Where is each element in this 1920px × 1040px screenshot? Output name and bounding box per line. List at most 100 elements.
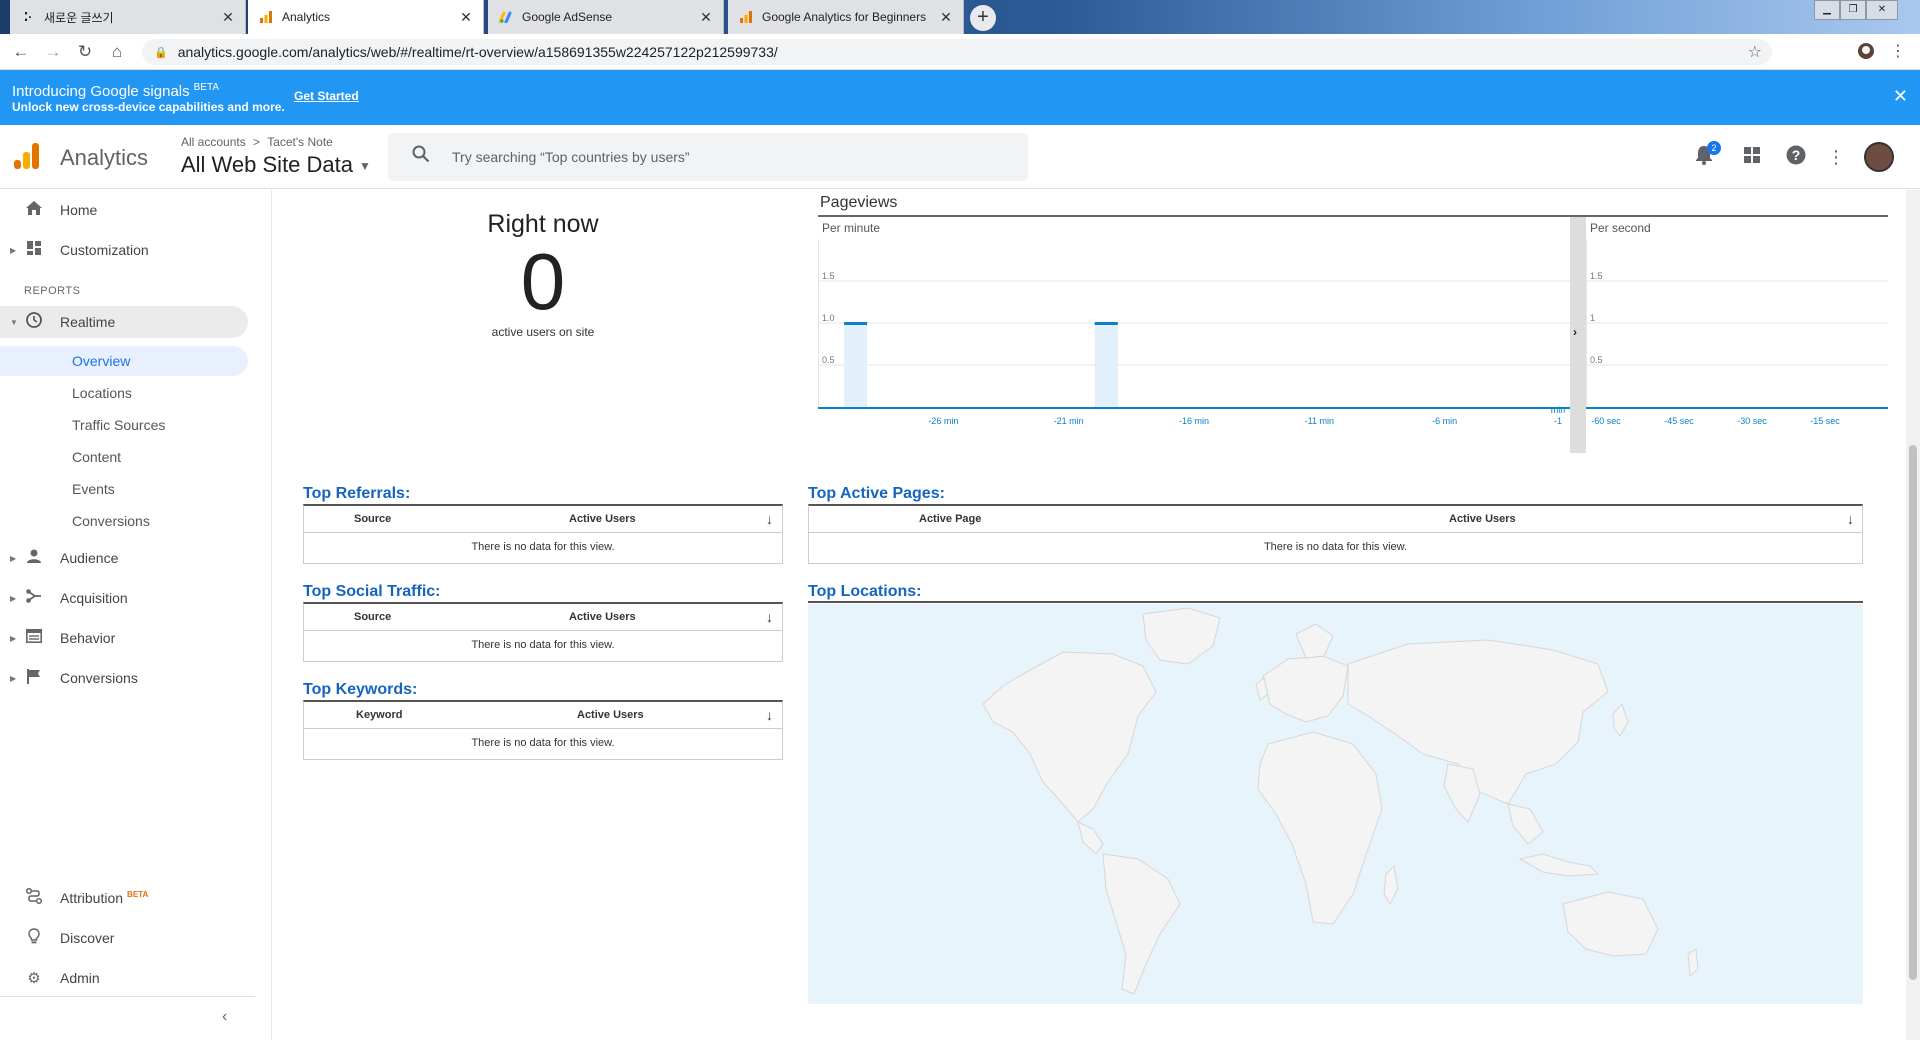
browser-tab[interactable]: Google Analytics for Beginners ✕	[728, 0, 964, 34]
apps-grid-icon[interactable]	[1740, 145, 1764, 169]
close-tab-icon[interactable]: ✕	[700, 8, 712, 25]
more-options-icon[interactable]: ⋮	[1827, 147, 1845, 167]
sidebar-item-admin[interactable]: ⚙ Admin	[0, 962, 248, 994]
sidebar-item-label: Admin	[60, 970, 100, 986]
bookmark-star-icon[interactable]: ☆	[1747, 44, 1762, 61]
collapse-arrow-icon: ▼	[10, 317, 18, 327]
user-avatar[interactable]	[1864, 142, 1894, 172]
sidebar-item-audience[interactable]: ▶ Audience	[0, 542, 248, 574]
close-tab-icon[interactable]: ✕	[940, 8, 952, 25]
sidebar: Home ▶ Customization REPORTS ▼ Realtime …	[0, 190, 272, 1040]
sidebar-subitem-events[interactable]: Events	[0, 474, 248, 504]
col-source[interactable]: Source	[354, 513, 392, 525]
notification-count-badge: 2	[1707, 141, 1721, 155]
reload-icon[interactable]: ↻	[77, 42, 93, 61]
sidebar-item-home[interactable]: Home	[0, 194, 248, 226]
sidebar-item-label: Realtime	[60, 314, 116, 330]
adsense-icon	[498, 9, 514, 25]
x-tick-label: min	[1551, 405, 1566, 415]
profile-avatar-icon[interactable]	[1856, 42, 1876, 62]
pageview-bar-cap	[1094, 322, 1118, 325]
sidebar-item-realtime[interactable]: ▼ Realtime	[0, 306, 248, 338]
help-icon[interactable]: ?	[1784, 145, 1808, 169]
expand-arrow-icon: ▶	[10, 593, 17, 603]
sidebar-item-label: Attribution BETA	[60, 890, 148, 906]
browser-tab-active[interactable]: Analytics ✕	[248, 0, 484, 34]
sidebar-item-customization[interactable]: ▶ Customization	[0, 234, 248, 266]
sidebar-item-acquisition[interactable]: ▶ Acquisition	[0, 582, 248, 614]
browser-menu-icon[interactable]: ⋮	[1890, 43, 1906, 60]
col-active-users[interactable]: Active Users	[569, 611, 636, 623]
sidebar-subitem-traffic-sources[interactable]: Traffic Sources	[0, 410, 248, 440]
active-users-label: active users on site	[491, 325, 595, 339]
breadcrumb-account[interactable]: Tacet's Note	[267, 135, 333, 149]
sort-down-arrow-icon[interactable]: ↓	[766, 609, 773, 625]
scandinavia-shape	[1295, 623, 1334, 659]
x-tick-label: -60 sec	[1591, 416, 1621, 426]
x-tick-label: -1	[1554, 416, 1562, 426]
banner-title-text: Introducing Google signals	[12, 83, 190, 100]
sidebar-item-conversions[interactable]: ▶ Conversions	[0, 662, 248, 694]
lightbulb-icon	[24, 928, 44, 948]
world-map[interactable]	[808, 604, 1863, 1004]
person-icon	[24, 549, 44, 567]
breadcrumb[interactable]: All accounts > Tacet's Note	[181, 135, 333, 149]
get-started-link[interactable]: Get Started	[294, 89, 359, 103]
y-tick-label: 0.5	[822, 355, 835, 365]
top-active-pages-title: Top Active Pages:	[808, 485, 945, 502]
browser-tab[interactable]: Google AdSense ✕	[488, 0, 724, 34]
browser-tab-strip: ⁚· 새로운 글쓰기 ✕ Analytics ✕ Google AdSense …	[0, 0, 1920, 34]
southeast-asia-shape	[1507, 803, 1544, 845]
col-active-users[interactable]: Active Users	[1449, 513, 1516, 525]
table-header-rule	[304, 630, 782, 631]
sidebar-subitem-locations[interactable]: Locations	[0, 378, 248, 408]
per-second-chart-svg: 1.5 1 0.5 -60 sec -45 sec -30 sec -15 sec	[1585, 239, 1888, 426]
search-input[interactable]: Try searching “Top countries by users”	[388, 133, 1028, 181]
tab-title: Google Analytics for Beginners	[762, 10, 927, 24]
scrollbar-thumb[interactable]	[1909, 445, 1917, 980]
sidebar-subitem-content[interactable]: Content	[0, 442, 248, 472]
collapse-sidebar-icon[interactable]: ‹	[222, 1008, 228, 1025]
address-bar[interactable]: 🔒 analytics.google.com/analytics/web/#/r…	[142, 39, 1772, 65]
close-tab-icon[interactable]: ✕	[222, 8, 234, 25]
forward-icon[interactable]: →	[44, 42, 62, 61]
sort-down-arrow-icon[interactable]: ↓	[1847, 511, 1854, 527]
view-selector[interactable]: All Web Site Data ▼	[181, 152, 371, 178]
indonesia-shape	[1518, 853, 1600, 877]
col-active-page[interactable]: Active Page	[919, 513, 982, 525]
browser-tab[interactable]: ⁚· 새로운 글쓰기 ✕	[10, 0, 246, 34]
close-banner-icon[interactable]: ✕	[1892, 86, 1908, 106]
chevron-right-icon: ›	[1573, 325, 1577, 339]
expand-arrow-icon: ▶	[10, 673, 17, 683]
breadcrumb-root[interactable]: All accounts	[181, 135, 246, 149]
sidebar-item-behavior[interactable]: ▶ Behavior	[0, 622, 248, 654]
greenland-shape	[1142, 607, 1221, 665]
sidebar-subitem-overview[interactable]: Overview	[0, 346, 248, 376]
sort-down-arrow-icon[interactable]: ↓	[766, 707, 773, 723]
col-active-users[interactable]: Active Users	[577, 709, 644, 721]
chart-expand-toggle[interactable]: ›	[1570, 217, 1586, 453]
close-window-button[interactable]: ✕	[1866, 0, 1898, 20]
minimize-window-button[interactable]: ▁	[1814, 0, 1840, 20]
sidebar-subitem-conversions[interactable]: Conversions	[0, 506, 248, 536]
top-keywords-table: Keyword Active Users ↓ There is no data …	[303, 700, 783, 760]
y-tick-label: 1.5	[822, 271, 835, 281]
new-tab-button[interactable]: +	[970, 5, 996, 31]
restore-window-button[interactable]: ❐	[1840, 0, 1866, 20]
sidebar-item-label: Acquisition	[60, 590, 128, 606]
col-keyword[interactable]: Keyword	[356, 709, 403, 721]
north-america-shape	[982, 651, 1157, 823]
sort-down-arrow-icon[interactable]: ↓	[766, 511, 773, 527]
google-signals-banner: Introducing Google signals BETA Unlock ne…	[0, 70, 1920, 125]
sidebar-item-discover[interactable]: Discover	[0, 922, 248, 954]
back-icon[interactable]: ←	[12, 42, 30, 61]
home-icon[interactable]: ⌂	[111, 42, 123, 61]
close-tab-icon[interactable]: ✕	[460, 8, 472, 25]
uk-shape	[1255, 677, 1269, 701]
expand-arrow-icon: ▶	[10, 633, 17, 643]
sidebar-item-attribution[interactable]: Attribution BETA	[0, 882, 248, 914]
col-active-users[interactable]: Active Users	[569, 513, 636, 525]
y-tick-label: 1	[1590, 313, 1595, 323]
col-source[interactable]: Source	[354, 611, 392, 623]
right-now-widget: Right now 0 active users on site	[450, 210, 636, 339]
